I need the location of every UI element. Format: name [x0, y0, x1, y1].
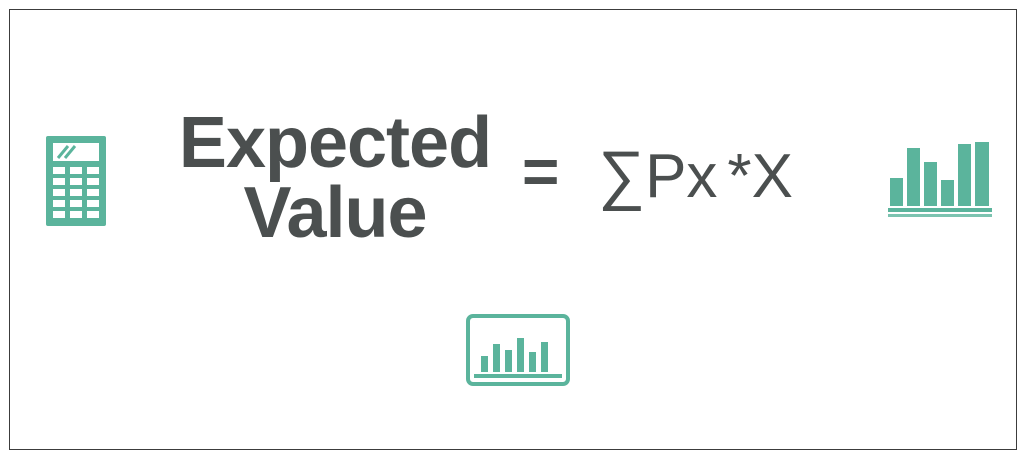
sigma-symbol: ∑ [598, 137, 646, 211]
probability-term: Px [645, 142, 718, 211]
formula-title: Expected Value [150, 103, 520, 253]
calculator-icon [46, 136, 106, 226]
value-term: X [751, 142, 793, 211]
chart-monitor-icon [466, 314, 570, 386]
title-line-expected: Expected [178, 103, 492, 183]
multiply-symbol: * [727, 142, 752, 211]
title-line-value: Value [243, 173, 427, 253]
formula-rhs: ∑Px *X [598, 136, 793, 215]
bar-chart-icon [888, 142, 992, 217]
equals-sign: = [522, 135, 560, 207]
